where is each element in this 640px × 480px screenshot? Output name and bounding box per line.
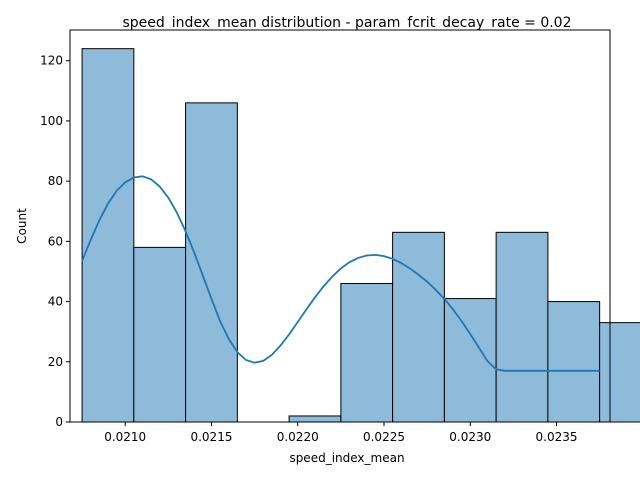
y-axis-ticks: 0 20 40 60 80 100 120 [40, 54, 70, 429]
x-tick-label-2: 0.0215 [190, 430, 232, 444]
histogram-bar-7 [443, 298, 497, 423]
histogram-bar-1 [81, 48, 135, 423]
histogram-bar-4 [288, 415, 342, 423]
plot-frame [69, 29, 611, 423]
x-tick-label-5: 0.0230 [449, 430, 491, 444]
kde-curve [81, 175, 600, 372]
y-tick-label-1: 0 [55, 415, 63, 429]
y-tick-label-5: 80 [48, 174, 63, 188]
histogram-bar-2 [133, 246, 187, 423]
x-axis-ticks: 0.0210 0.0215 0.0220 0.0225 0.0230 0.0235 [104, 422, 578, 444]
x-tick-label-1: 0.0210 [104, 430, 146, 444]
x-tick-label-6: 0.0235 [536, 430, 578, 444]
histogram-bar-9 [547, 301, 601, 423]
chart-title: speed_index_mean distribution - param_fc… [123, 15, 572, 31]
histogram-bar-10 [599, 322, 640, 423]
histogram-bar-6 [392, 231, 445, 423]
histogram-bar-5 [340, 283, 394, 423]
y-tick-label-7: 120 [40, 54, 63, 68]
y-tick-label-2: 20 [48, 355, 63, 369]
x-tick-label-4: 0.0225 [363, 430, 405, 444]
y-tick-label-3: 40 [48, 295, 63, 309]
x-tick-label-3: 0.0220 [277, 430, 319, 444]
histogram-bar-3 [185, 102, 238, 423]
y-tick-label-6: 100 [40, 114, 63, 128]
x-axis-label: speed_index_mean [289, 451, 404, 465]
histogram-bars [81, 48, 640, 423]
y-axis-label: Count [15, 208, 29, 244]
y-tick-label-4: 60 [48, 234, 63, 248]
histogram-bar-8 [495, 231, 549, 423]
